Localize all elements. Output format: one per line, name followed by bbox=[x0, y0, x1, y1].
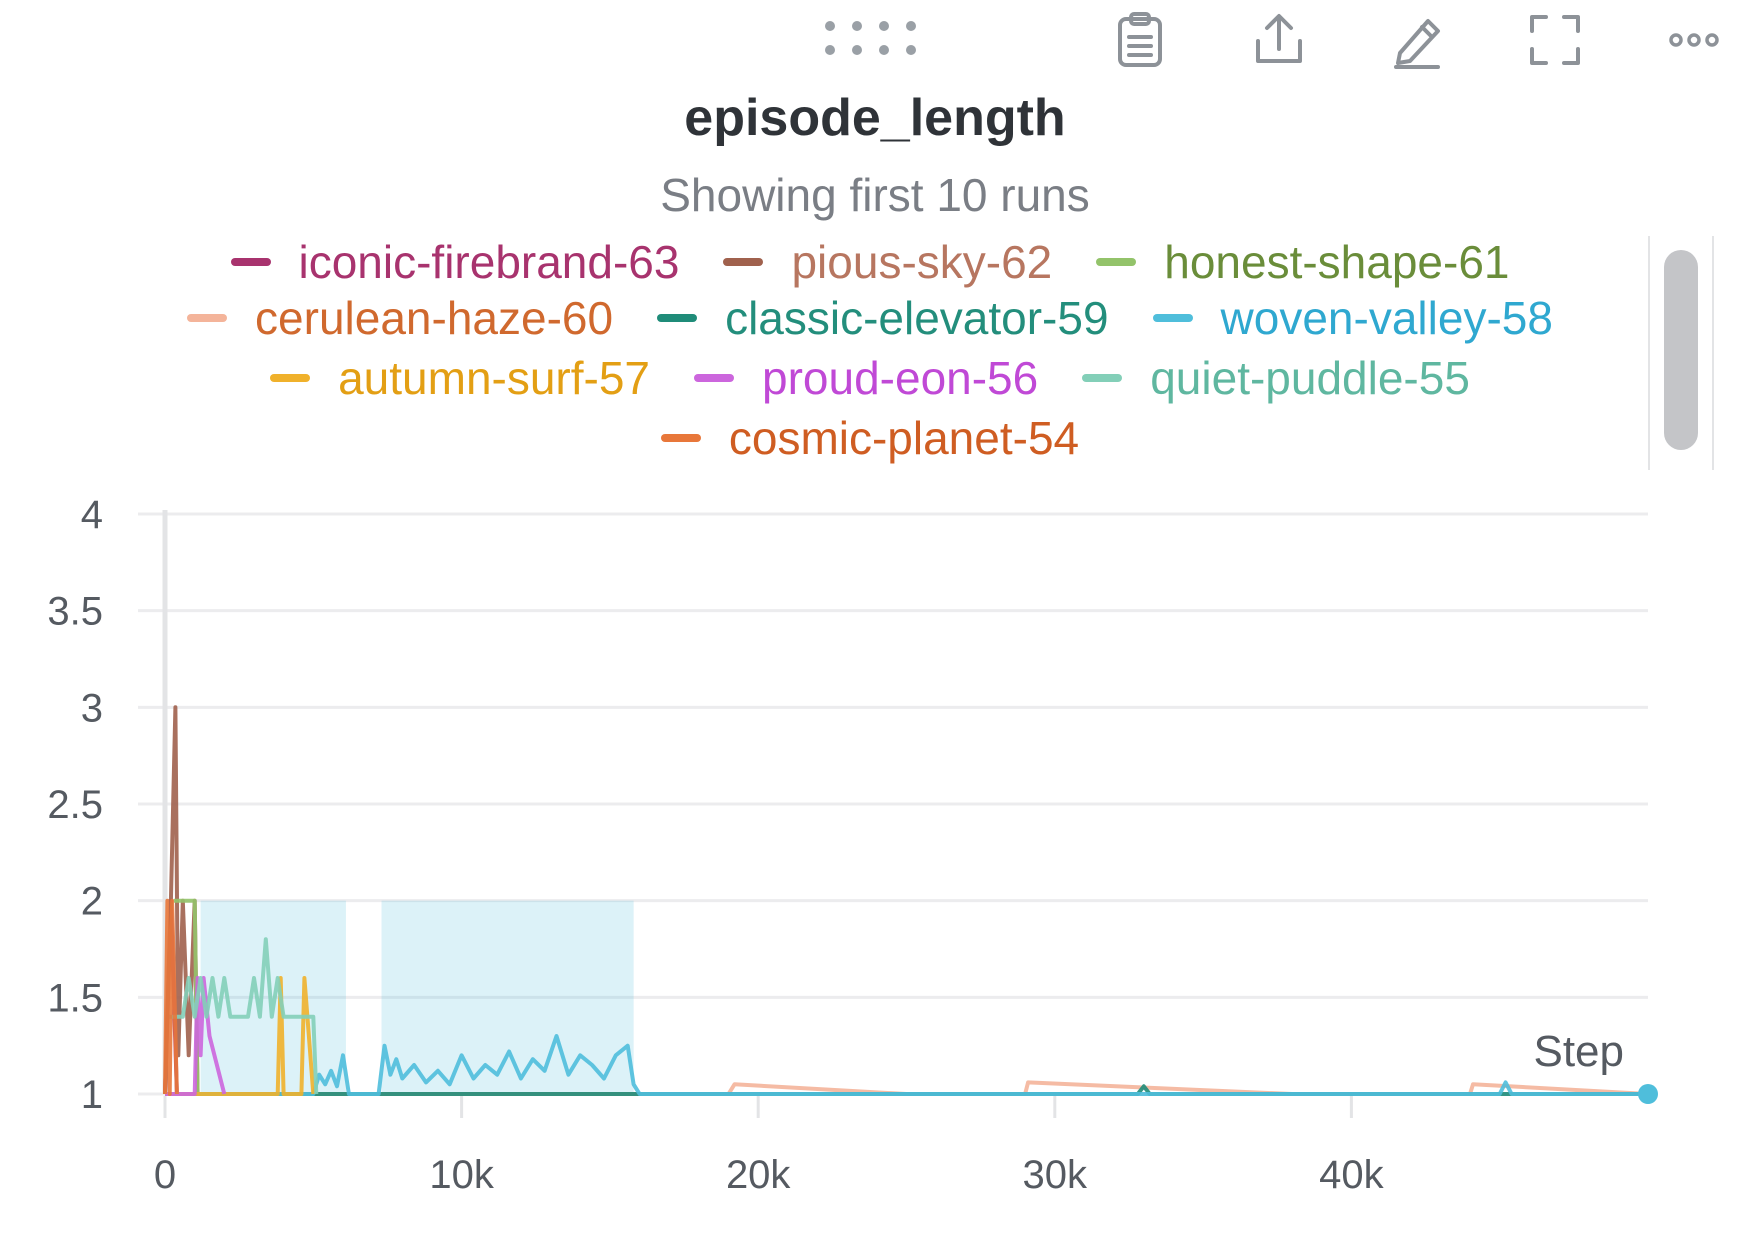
legend-swatch bbox=[657, 314, 698, 322]
legend-label: iconic-firebrand-63 bbox=[298, 236, 680, 288]
legend-scrollbar[interactable] bbox=[1648, 236, 1714, 470]
line-chart: 1 1.5 2 2.5 3 3.5 4 0 10k 20k 30k 40k Step bbox=[47, 493, 1658, 1197]
legend-swatch bbox=[230, 258, 271, 266]
y-tick-label: 3 bbox=[81, 686, 103, 730]
clipboard-icon[interactable] bbox=[1108, 8, 1172, 72]
legend-item[interactable]: autumn-surf-57 bbox=[270, 351, 650, 405]
legend-row: cerulean-haze-60 classic-elevator-59 wov… bbox=[90, 288, 1650, 348]
legend-item[interactable]: cosmic-planet-54 bbox=[660, 411, 1080, 465]
chart-legend: iconic-firebrand-63 pious-sky-62 honest-… bbox=[90, 232, 1650, 472]
x-tick-label: 10k bbox=[429, 1153, 494, 1197]
legend-swatch bbox=[723, 258, 764, 266]
series-line bbox=[165, 976, 316, 1096]
legend-row: autumn-surf-57 proud-eon-56 quiet-puddle… bbox=[90, 348, 1650, 408]
legend-item[interactable]: iconic-firebrand-63 bbox=[230, 235, 680, 289]
legend-swatch bbox=[694, 374, 735, 382]
legend-label: woven-valley-58 bbox=[1220, 292, 1553, 344]
y-tick-label: 1 bbox=[81, 1073, 103, 1117]
legend-scrollbar-thumb[interactable] bbox=[1664, 250, 1698, 450]
fullscreen-icon[interactable] bbox=[1523, 8, 1587, 72]
chart-title: episode_length bbox=[684, 89, 1066, 147]
series-line bbox=[165, 976, 227, 1096]
legend-label: pious-sky-62 bbox=[791, 236, 1053, 288]
panel-toolbar bbox=[0, 0, 1750, 80]
y-tick-label: 1.5 bbox=[47, 976, 103, 1020]
legend-label: proud-eon-56 bbox=[762, 352, 1039, 404]
legend-item[interactable]: woven-valley-58 bbox=[1152, 291, 1553, 345]
edit-icon[interactable] bbox=[1385, 8, 1449, 72]
chart-subtitle: Showing first 10 runs bbox=[660, 169, 1090, 221]
more-options-icon[interactable] bbox=[1662, 8, 1726, 72]
series-line bbox=[173, 898, 200, 1095]
series-range-band bbox=[381, 900, 634, 1094]
legend-label: autumn-surf-57 bbox=[338, 352, 651, 404]
legend-swatch bbox=[1082, 374, 1123, 382]
legend-label: quiet-puddle-55 bbox=[1150, 352, 1470, 404]
legend-swatch bbox=[1096, 258, 1137, 266]
drag-handle-icon[interactable] bbox=[820, 16, 940, 60]
y-tick-label: 2 bbox=[81, 880, 103, 924]
legend-item[interactable]: cerulean-haze-60 bbox=[187, 291, 613, 345]
legend-item[interactable]: classic-elevator-59 bbox=[657, 291, 1109, 345]
share-icon[interactable] bbox=[1247, 8, 1311, 72]
x-axis-label: Step bbox=[1533, 1027, 1624, 1076]
legend-row: iconic-firebrand-63 pious-sky-62 honest-… bbox=[90, 232, 1650, 292]
legend-swatch bbox=[1152, 314, 1193, 322]
x-tick-label: 40k bbox=[1319, 1153, 1384, 1197]
y-tick-label: 2.5 bbox=[47, 783, 103, 827]
x-tick-label: 20k bbox=[726, 1153, 791, 1197]
legend-label: honest-shape-61 bbox=[1164, 236, 1510, 288]
series-line bbox=[163, 898, 179, 1096]
series-endpoint-marker bbox=[1638, 1084, 1658, 1104]
legend-swatch bbox=[187, 314, 228, 322]
series-line bbox=[165, 1034, 1648, 1096]
legend-item[interactable]: quiet-puddle-55 bbox=[1082, 351, 1470, 405]
legend-item[interactable]: pious-sky-62 bbox=[723, 235, 1052, 289]
legend-item[interactable]: proud-eon-56 bbox=[694, 351, 1038, 405]
y-tick-label: 3.5 bbox=[47, 590, 103, 634]
legend-item[interactable]: honest-shape-61 bbox=[1096, 235, 1510, 289]
series-line bbox=[169, 937, 319, 1095]
legend-swatch bbox=[270, 374, 311, 382]
legend-swatch bbox=[660, 434, 701, 442]
legend-label: classic-elevator-59 bbox=[725, 292, 1109, 344]
x-tick-label: 30k bbox=[1023, 1153, 1088, 1197]
y-tick-label: 4 bbox=[81, 493, 103, 537]
legend-row: cosmic-planet-54 bbox=[90, 408, 1650, 468]
legend-label: cosmic-planet-54 bbox=[728, 412, 1080, 464]
legend-label: cerulean-haze-60 bbox=[255, 292, 614, 344]
x-tick-label: 0 bbox=[154, 1153, 176, 1197]
